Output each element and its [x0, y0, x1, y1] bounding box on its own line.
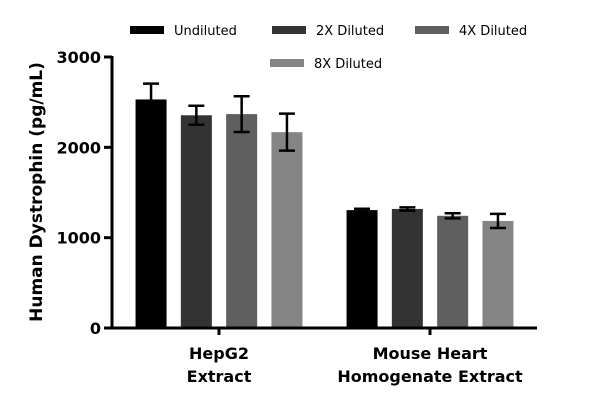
bars [135, 82, 514, 328]
bar [271, 132, 303, 328]
x-tick-label: HepG2 [189, 344, 249, 363]
y-tick-label: 2000 [56, 138, 101, 157]
legend-swatch [130, 26, 164, 34]
legend-label: 8X Diluted [314, 57, 382, 72]
bar [437, 215, 469, 328]
y-tick-label: 1000 [56, 229, 101, 248]
bar [226, 114, 258, 328]
legend-swatch [270, 59, 304, 67]
x-tick-label: Mouse Heart [373, 344, 488, 363]
y-tick-label: 0 [90, 319, 101, 338]
axes: 0 1000 2000 3000 HepG2 Extract Mouse Heart Homo… [56, 48, 537, 386]
bar [391, 208, 423, 328]
legend-swatch [272, 26, 306, 34]
legend-label: 2X Diluted [316, 24, 384, 39]
legend-label: 4X Diluted [459, 24, 527, 39]
bar [346, 210, 378, 328]
bar [135, 99, 167, 328]
legend: Undiluted 2X Diluted 4X Diluted 8X Diluted [130, 24, 527, 72]
y-tick-label: 3000 [56, 48, 101, 67]
legend-swatch [415, 26, 449, 34]
legend-label: Undiluted [174, 24, 237, 39]
y-axis-label: Human Dystrophin (pg/mL) [27, 62, 47, 322]
bar [180, 115, 212, 328]
x-tick-label: Extract [187, 367, 252, 386]
x-tick-label: Homogenate Extract [337, 367, 523, 386]
bar [482, 220, 514, 328]
